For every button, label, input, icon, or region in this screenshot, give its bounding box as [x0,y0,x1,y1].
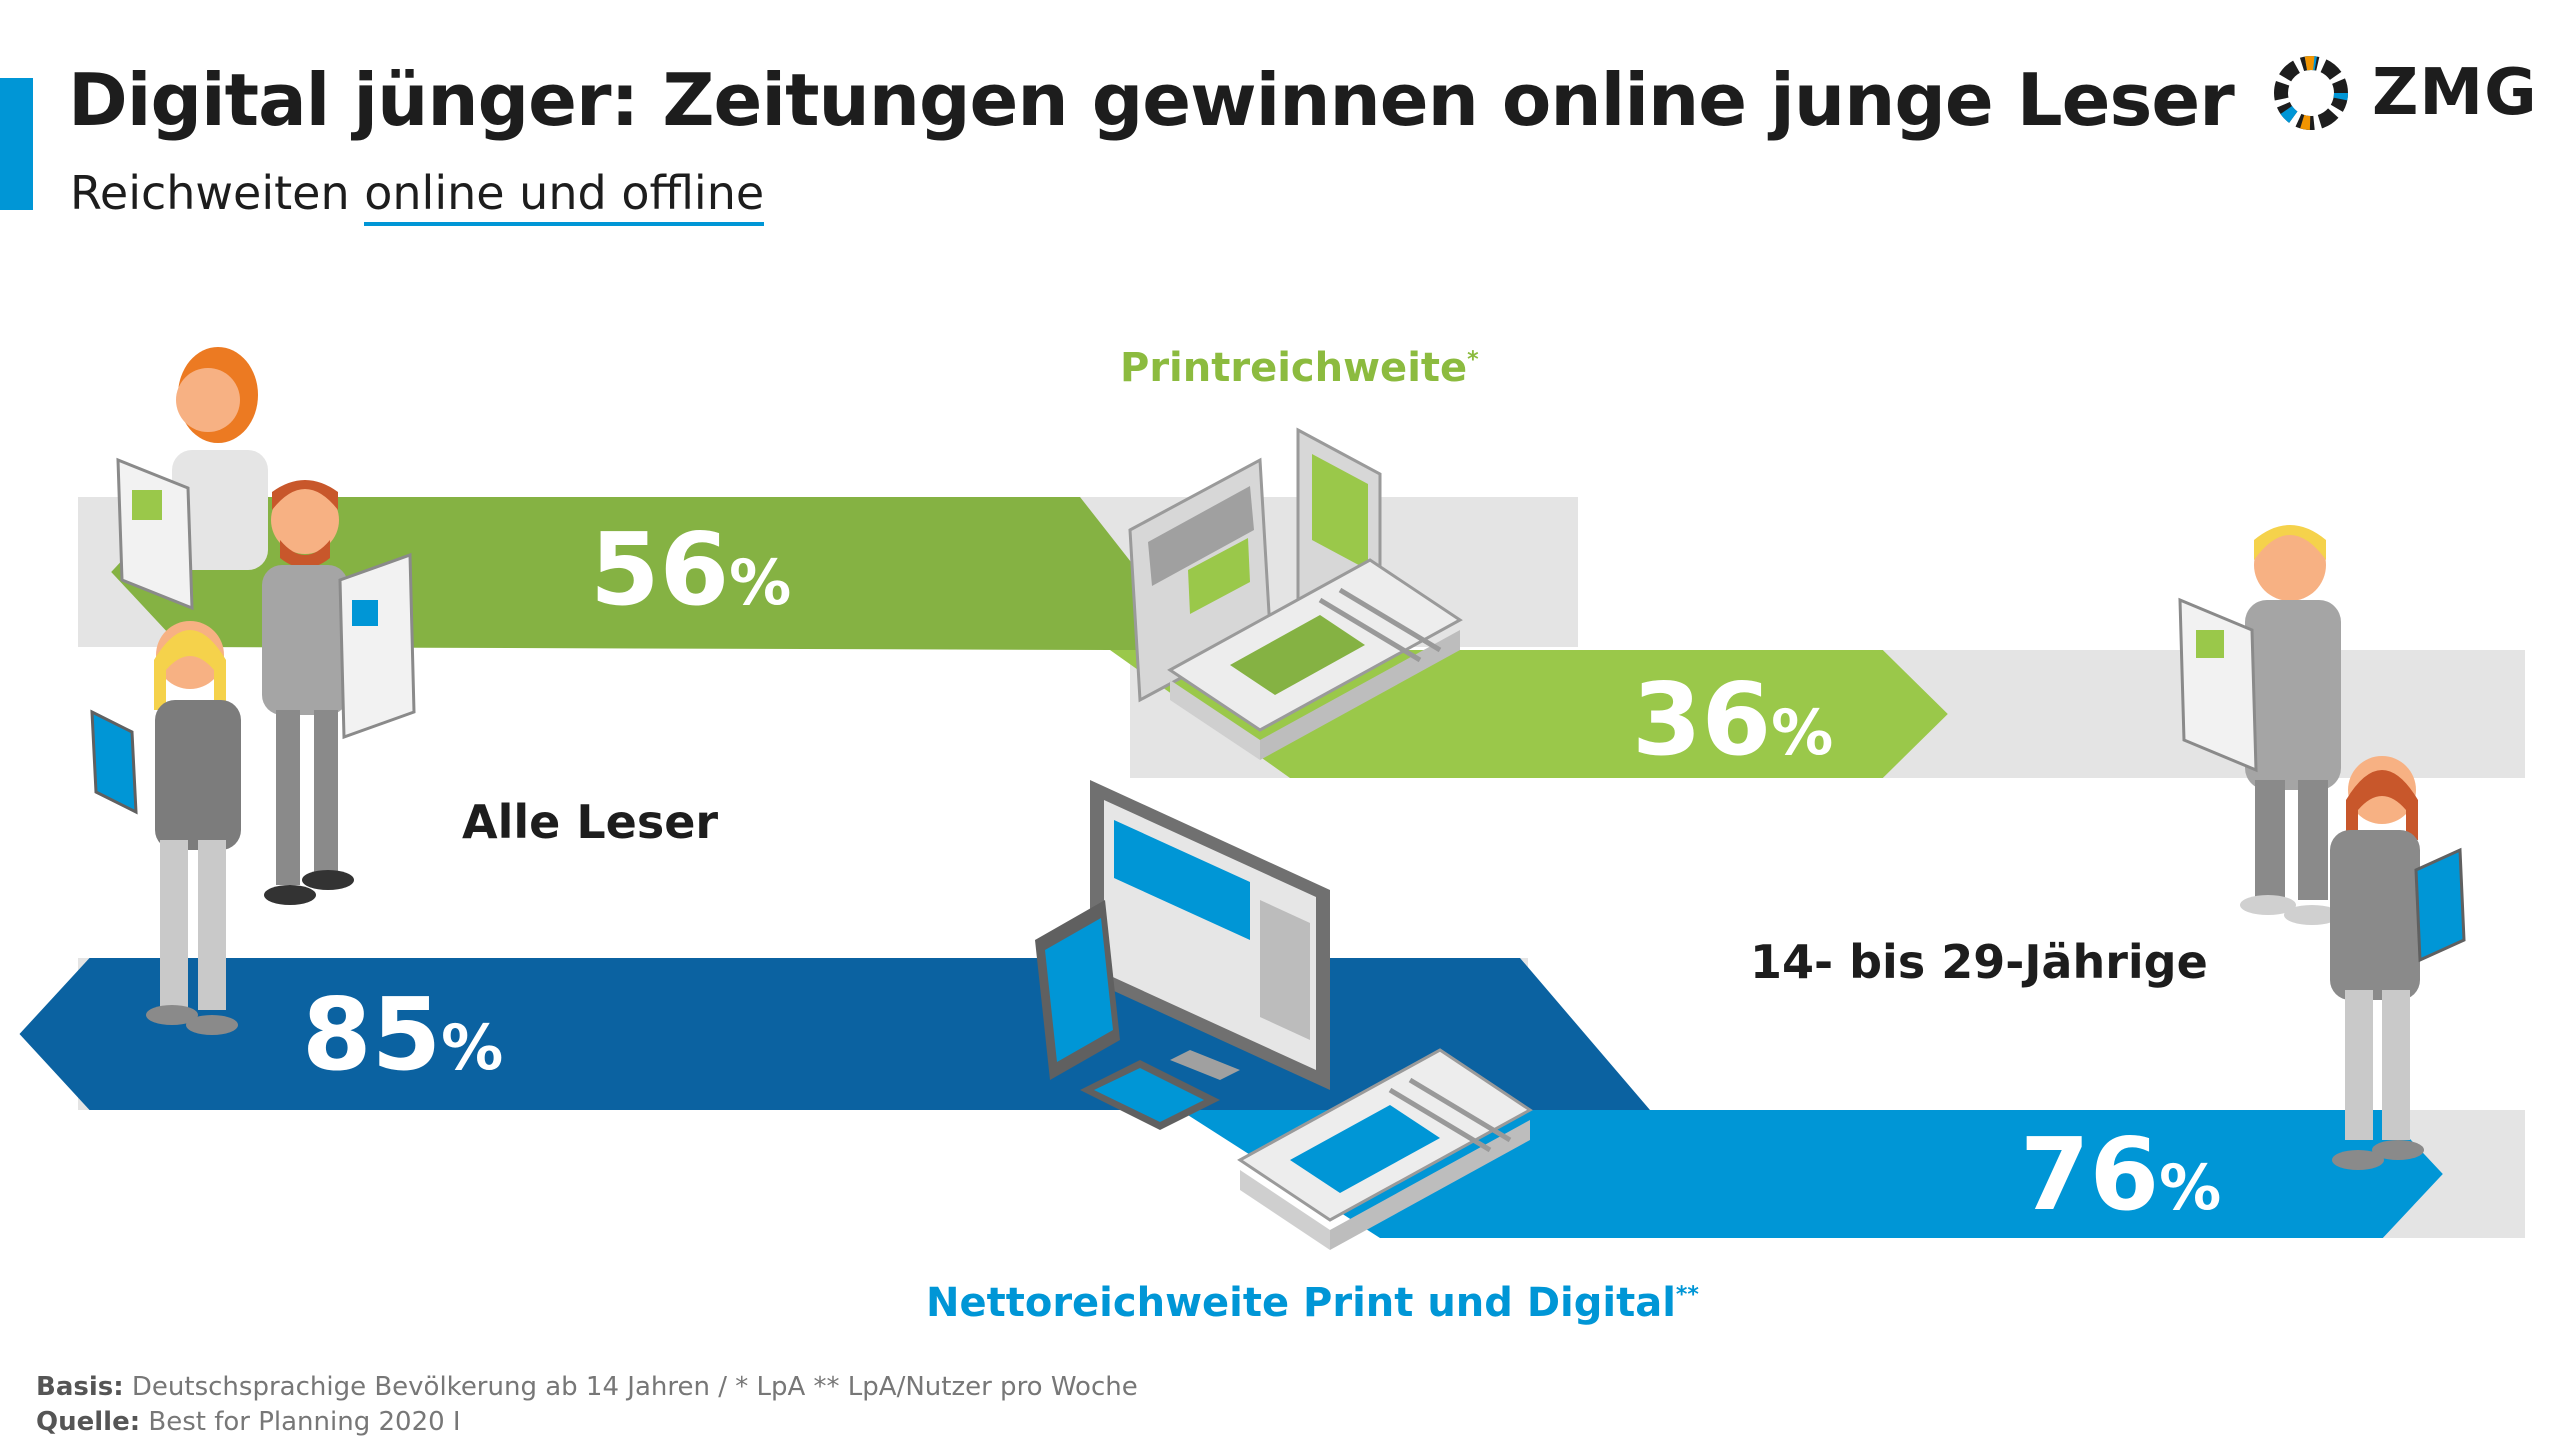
value-label-net-all-unit: % [441,1011,504,1084]
value-label-net-young-unit: % [2159,1151,2222,1224]
value-label-net-young-number: 76 [2020,1116,2160,1233]
footnote-source: Quelle: Best for Planning 2020 I [36,1407,461,1437]
footnote-basis: Basis: Deutschsprachige Bevölkerung ab 1… [36,1372,1138,1402]
print-media-illustration [1128,427,1463,760]
series-label-print-marker: * [1467,347,1479,373]
footnote-source-text: Best for Planning 2020 I [140,1407,461,1437]
zmg-ring-logo-icon [2274,56,2348,130]
series-label-net-text: Nettoreichweite Print und Digital [926,1280,1676,1326]
digital-media-illustration [1035,780,1533,1250]
value-label-print-all-number: 56 [590,511,730,628]
logo-text: ZMG [2372,56,2538,130]
footnote-source-label: Quelle: [36,1407,141,1437]
category-label-all-readers: Alle Leser [462,795,719,849]
series-label-net-marker: ** [1675,1282,1699,1308]
value-label-print-all-unit: % [729,546,792,619]
value-label-print-young: 36% [1632,670,1833,770]
value-label-net-young: 76% [2020,1125,2221,1225]
subtitle-prefix: Reichweiten [70,166,365,220]
series-label-print: Printreichweite* [1120,345,1479,391]
footnote-basis-label: Basis: [36,1372,124,1402]
series-label-net: Nettoreichweite Print und Digital** [926,1280,1699,1326]
series-label-print-text: Printreichweite [1120,345,1468,391]
young-readers-illustration [2178,525,2466,1170]
zmg-logo: ZMG [2270,52,2538,134]
footnote-basis-text: Deutschsprachige Bevölkerung ab 14 Jahre… [123,1372,1138,1402]
category-label-young-readers: 14- bis 29-Jährige [1750,935,2208,989]
readers-group-illustration [90,347,416,1035]
value-label-print-young-unit: % [1771,696,1834,769]
value-label-net-all-number: 85 [302,976,442,1093]
subtitle-underlined: online und offline [364,166,765,226]
page-subtitle: Reichweiten online und offline [70,166,765,226]
value-label-net-all: 85% [302,985,503,1085]
accent-bar [0,78,33,210]
value-label-print-young-number: 36 [1632,661,1772,778]
value-label-print-all: 56% [590,520,791,620]
page-title: Digital jünger: Zeitungen gewinnen onlin… [68,58,2235,142]
